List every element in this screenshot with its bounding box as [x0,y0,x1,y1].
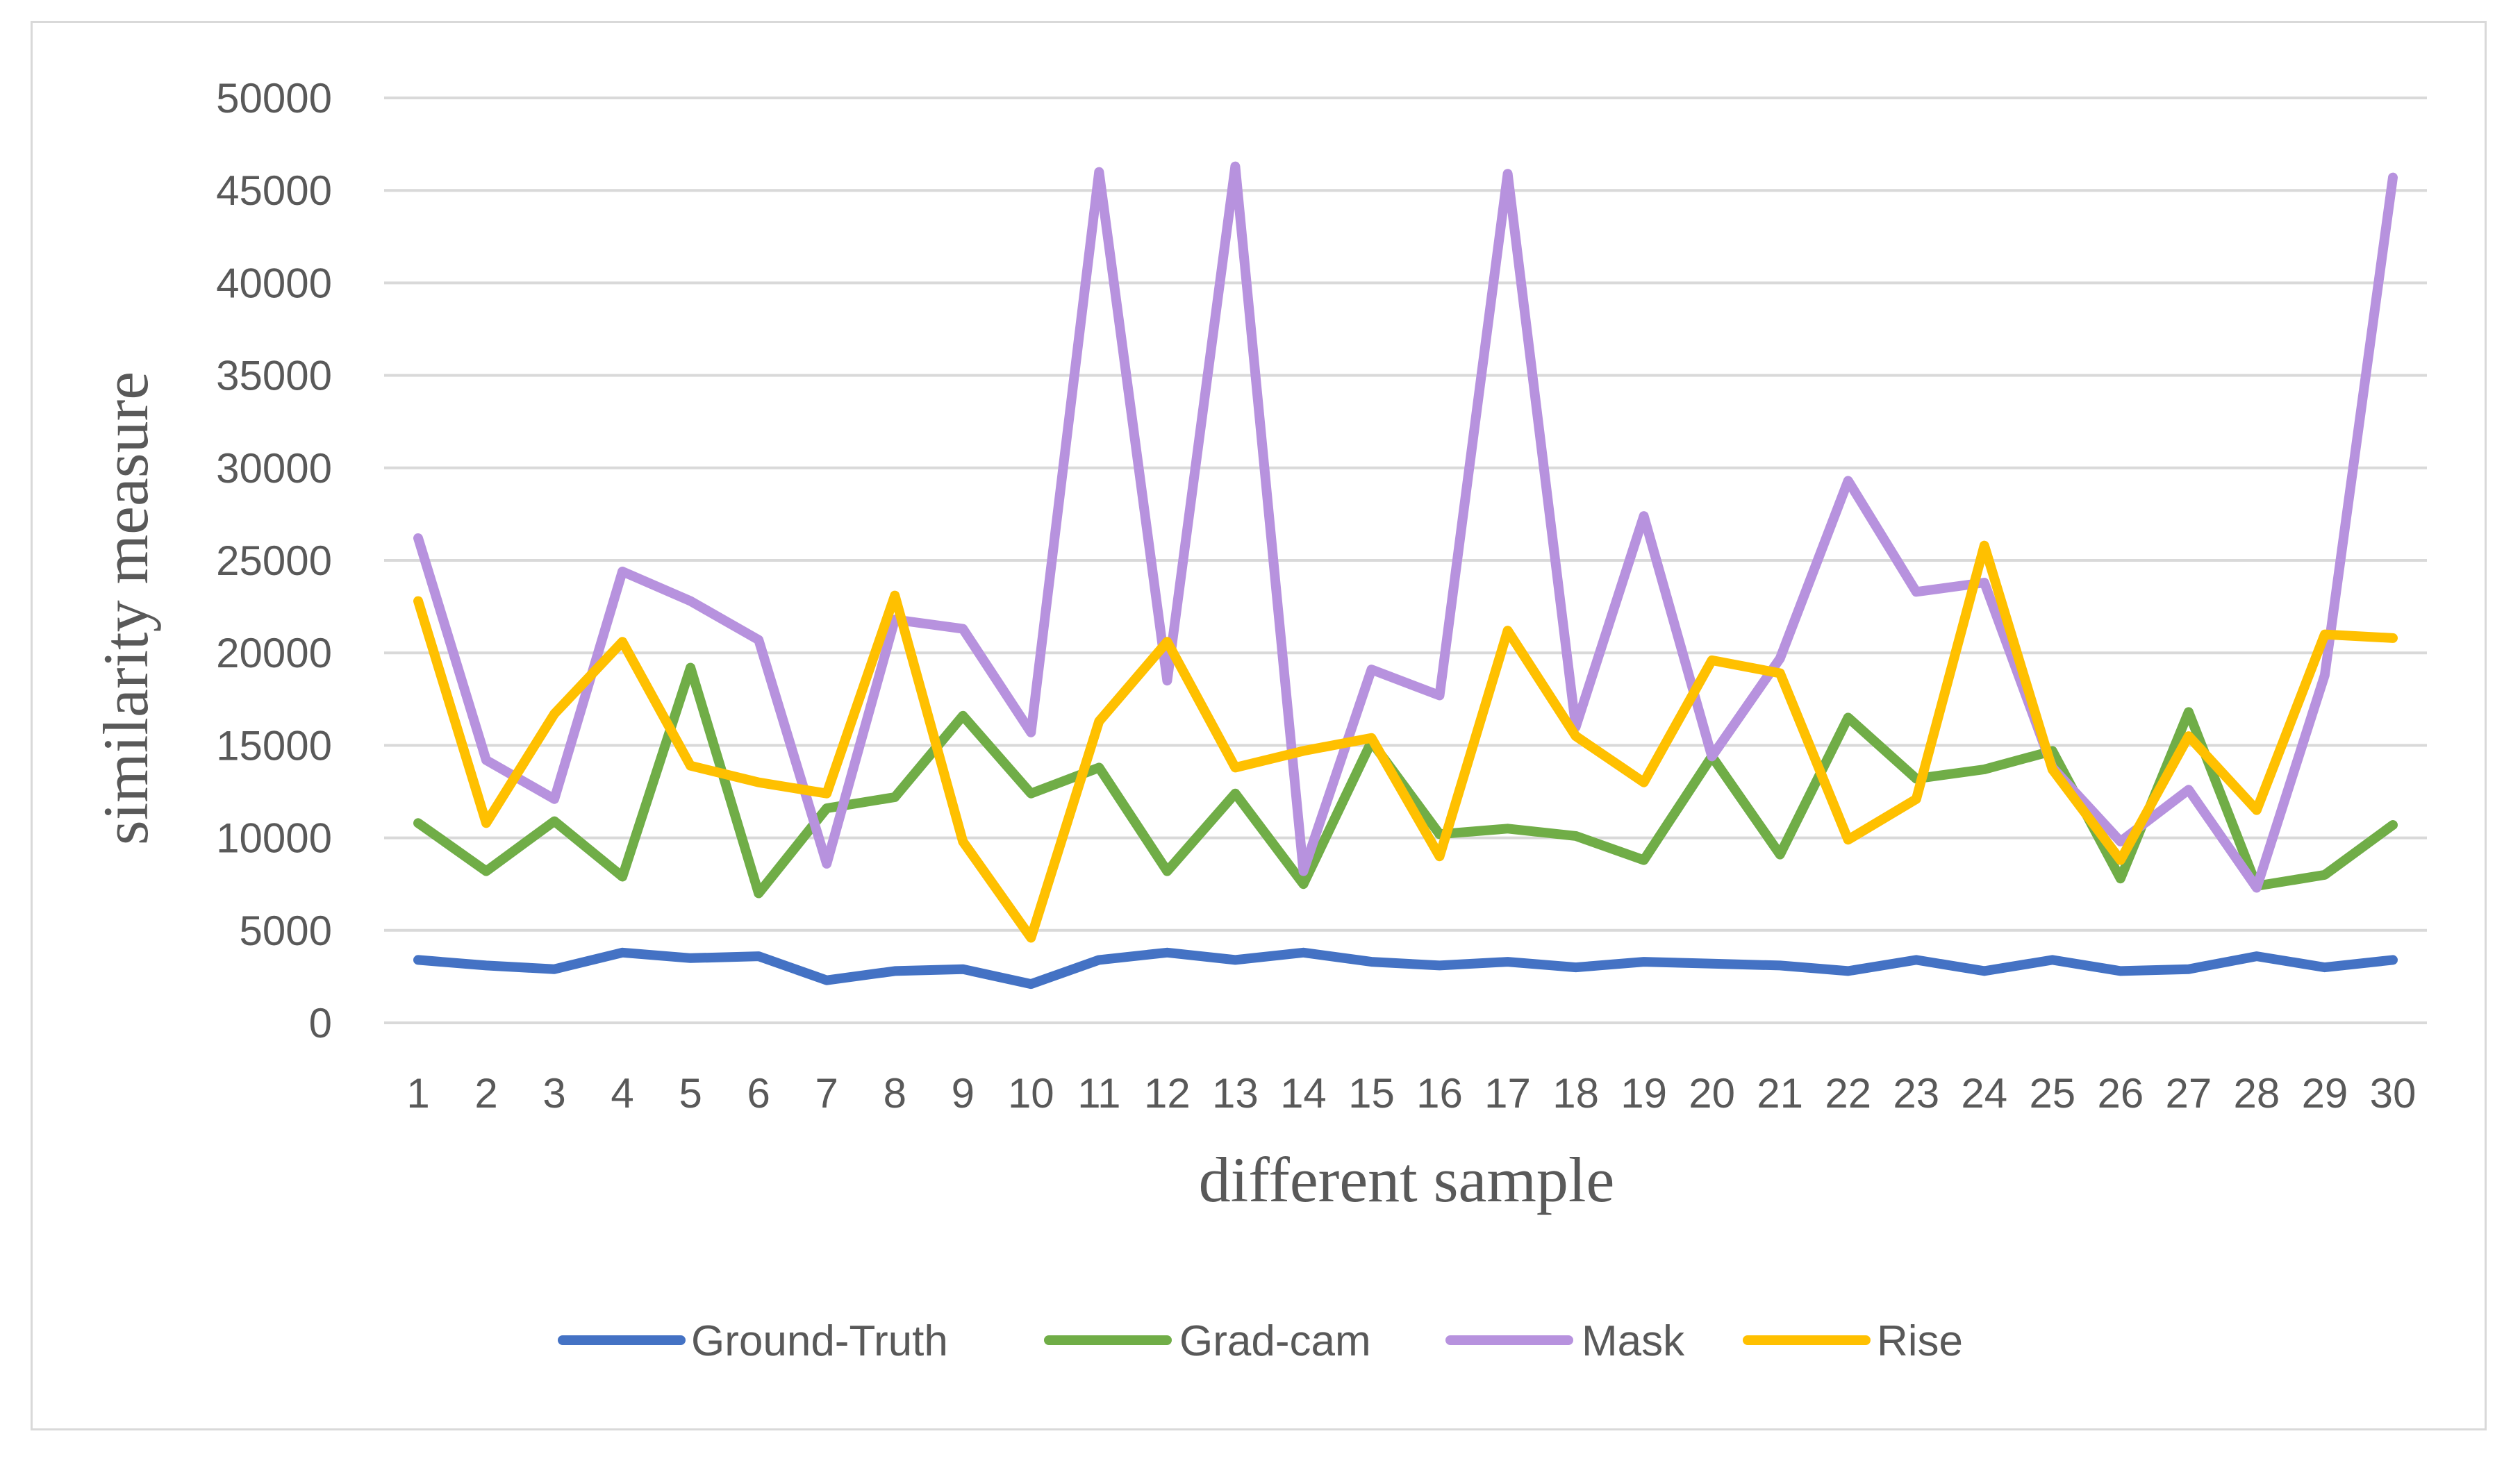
x-tick-label: 29 [2302,1070,2348,1117]
legend-label-rise: Rise [1877,1317,1963,1365]
x-tick-label: 30 [2370,1070,2417,1117]
x-tick-label: 7 [815,1070,838,1117]
y-tick-label: 50000 [216,75,332,122]
y-tick-label: 15000 [216,722,332,769]
x-tick-label: 24 [1961,1070,2007,1117]
x-tick-label: 21 [1757,1070,1803,1117]
x-tick-label: 8 [884,1070,906,1117]
x-tick-label: 20 [1689,1070,1735,1117]
x-tick-label: 2 [474,1070,497,1117]
x-tick-label: 28 [2234,1070,2280,1117]
y-axis-ticks: 0 5000 10000 15000 20000 25000 30000 35000 40000… [216,75,332,1046]
gridlines [384,97,2427,1024]
x-tick-label: 13 [1212,1070,1259,1117]
x-tick-label: 12 [1144,1070,1191,1117]
x-tick-label: 19 [1620,1070,1667,1117]
x-tick-label: 14 [1280,1070,1327,1117]
series-lines [413,161,2398,990]
x-tick-label: 18 [1552,1070,1599,1117]
x-tick-label: 11 [1077,1070,1120,1117]
x-tick-label: 3 [542,1070,565,1117]
x-tick-label: 16 [1416,1070,1463,1117]
y-tick-label: 25000 [216,537,332,584]
x-tick-label: 17 [1484,1070,1531,1117]
x-tick-label: 26 [2097,1070,2144,1117]
x-tick-label: 9 [952,1070,975,1117]
legend-label-mask: Mask [1582,1317,1685,1365]
y-axis-title: similarity measure [90,371,161,845]
chart-frame [31,21,2487,1430]
series-line-mask [413,161,2398,893]
x-tick-label: 6 [747,1070,770,1117]
legend-label-grad-cam: Grad-cam [1179,1317,1371,1365]
x-tick-label: 27 [2166,1070,2212,1117]
y-tick-label: 20000 [216,630,332,676]
x-tick-label: 22 [1825,1070,1871,1117]
legend-label-ground-truth: Ground-Truth [691,1317,948,1365]
y-tick-label: 40000 [216,260,332,306]
x-tick-label: 15 [1348,1070,1395,1117]
x-tick-label: 25 [2029,1070,2075,1117]
legend: Ground-Truth Grad-cam Mask Rise [558,1317,1963,1365]
x-tick-label: 4 [611,1070,633,1117]
y-tick-label: 35000 [216,353,332,399]
x-tick-label: 10 [1008,1070,1054,1117]
y-tick-label: 10000 [216,815,332,862]
y-tick-label: 5000 [240,908,332,954]
series-line-grad-cam [413,662,2398,899]
series-line-ground-truth [413,947,2398,990]
x-axis-title: different sample [1199,1144,1615,1215]
y-tick-label: 30000 [216,445,332,492]
x-tick-label: 1 [406,1070,429,1117]
y-tick-label: 45000 [216,167,332,214]
x-tick-label: 5 [679,1070,702,1117]
series-line-rise [413,540,2398,943]
x-axis-ticks: 1 2 3 4 5 6 7 8 9 10 11 12 13 14 15 16 17 18 19 20 21 22 23 24 2… [406,1070,2416,1117]
x-tick-label: 23 [1893,1070,1939,1117]
y-tick-label: 0 [309,1000,332,1046]
